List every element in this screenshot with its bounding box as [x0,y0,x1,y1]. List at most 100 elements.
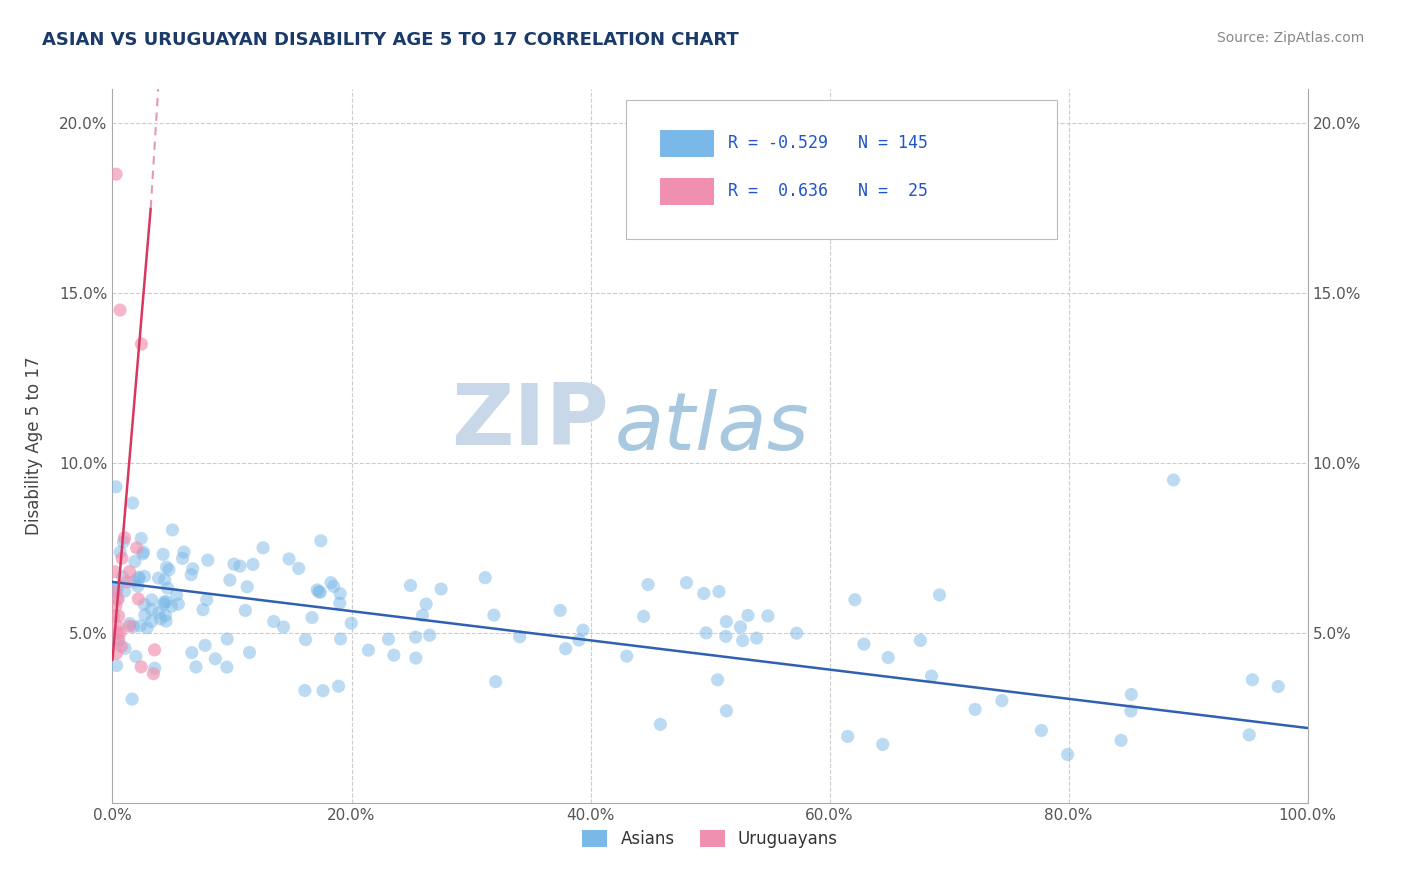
Point [132,545,155,559]
Point [238,645,260,659]
Point [482,608,505,623]
Point [160,599,183,614]
Point [111,551,134,566]
Point [194,639,217,653]
Point [121,496,143,510]
Point [633,609,655,624]
Point [222,557,245,571]
Point [377,632,399,647]
Point [155,595,177,609]
Point [308,584,330,599]
Point [149,612,172,626]
Point [921,669,943,683]
Point [319,575,342,590]
Point [111,570,134,584]
Point [129,660,152,674]
Point [104,585,127,599]
Text: ZIP: ZIP [451,379,609,463]
Point [134,569,156,583]
Point [148,606,170,620]
Point [731,633,754,648]
Point [340,616,363,631]
Point [118,616,141,631]
Point [166,588,188,602]
Point [173,545,195,559]
Point [693,586,716,600]
Point [128,570,150,584]
Point [675,575,697,590]
Point [152,597,174,611]
Point [706,673,728,687]
Point [328,679,350,693]
Point [195,592,218,607]
Point [737,608,759,623]
Point [1163,473,1185,487]
Point [180,567,202,582]
Point [141,593,163,607]
Point [278,552,301,566]
Point [554,641,576,656]
Text: atlas: atlas [614,389,810,467]
FancyBboxPatch shape [627,100,1057,239]
Point [136,621,159,635]
Point [215,660,238,674]
Point [110,640,132,654]
Point [1119,704,1142,718]
Point [837,730,859,744]
Point [1121,687,1143,701]
Point [329,632,352,646]
Point [730,620,752,634]
Point [172,551,194,566]
Point [118,619,141,633]
Point [191,602,214,616]
Point [118,565,141,579]
Point [132,547,155,561]
Point [301,610,323,624]
Point [155,560,177,574]
Point [236,580,259,594]
Point [197,553,219,567]
Point [572,623,595,637]
Point [415,597,437,611]
Point [181,562,204,576]
Point [107,591,129,606]
Point [180,646,202,660]
Point [143,643,166,657]
Point [910,633,932,648]
Point [229,559,252,574]
Point [233,603,256,617]
Point [707,584,730,599]
Point [242,558,264,572]
Point [155,608,177,623]
Point [129,619,152,633]
Text: Source: ZipAtlas.com: Source: ZipAtlas.com [1216,31,1364,45]
Point [162,523,184,537]
Point [124,554,146,568]
Point [991,693,1014,707]
Text: R = -0.529   N = 145: R = -0.529 N = 145 [728,135,928,153]
Point [143,661,166,675]
Point [756,609,779,624]
Point [115,574,138,589]
Point [105,592,128,607]
Point [357,643,380,657]
Point [419,628,441,642]
Point [141,615,163,629]
Point [127,579,149,593]
Point [509,630,531,644]
Point [568,633,591,648]
FancyBboxPatch shape [659,178,714,205]
Point [430,582,453,596]
Point [167,597,190,611]
Point [122,620,145,634]
Point [309,585,332,599]
Point [1267,680,1289,694]
Point [287,561,309,575]
Point [105,619,128,633]
Point [105,167,128,181]
Point [105,658,128,673]
Point [474,571,496,585]
Point [157,563,180,577]
Point [1056,747,1078,762]
Point [108,545,131,559]
